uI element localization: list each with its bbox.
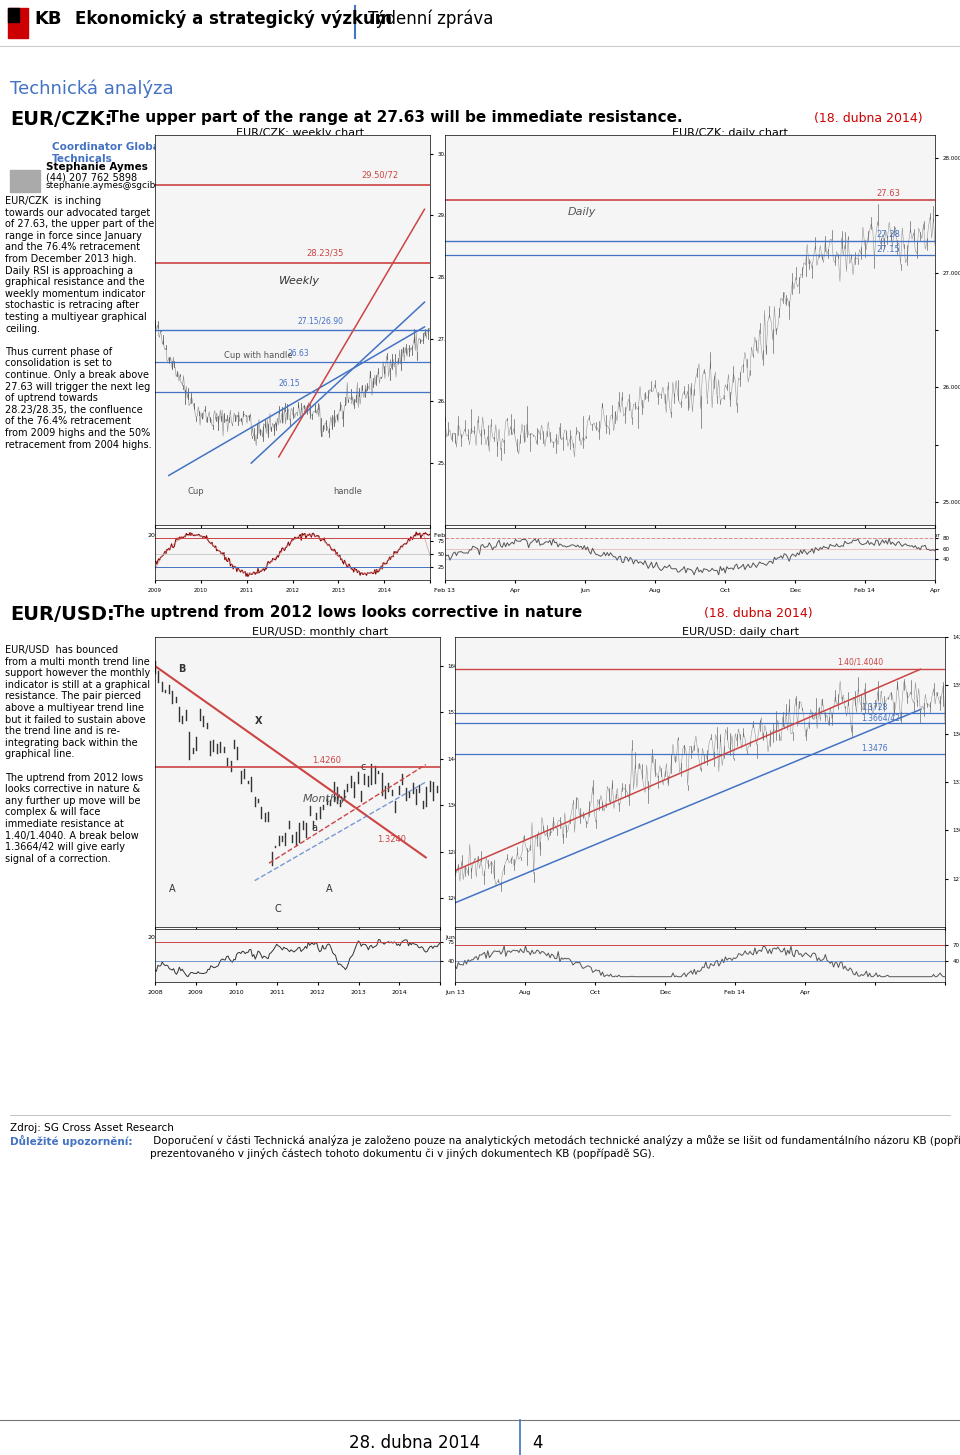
Text: Zdroj: SG Cross Asset Research: Zdroj: SG Cross Asset Research xyxy=(10,1123,174,1133)
Text: Monthly: Monthly xyxy=(303,794,348,805)
Text: Týdenní zpráva: Týdenní zpráva xyxy=(368,10,493,29)
Text: EUR/USD:: EUR/USD: xyxy=(10,605,115,624)
Bar xyxy=(10,170,40,192)
Text: a: a xyxy=(312,824,318,834)
Text: 1.3664/42: 1.3664/42 xyxy=(862,714,900,723)
Bar xyxy=(8,7,19,22)
Text: The uptrend from 2012 lows looks corrective in nature: The uptrend from 2012 lows looks correct… xyxy=(108,605,583,620)
Text: 28.23/35: 28.23/35 xyxy=(306,249,344,258)
Text: 27.15/26.90: 27.15/26.90 xyxy=(298,317,344,326)
Text: EUR/USD: daily chart: EUR/USD: daily chart xyxy=(682,627,799,637)
Text: EUR/CZK: weekly chart: EUR/CZK: weekly chart xyxy=(236,128,364,138)
Text: handle: handle xyxy=(334,487,363,496)
Text: 27.28: 27.28 xyxy=(876,230,900,239)
Text: 1.3476: 1.3476 xyxy=(862,745,888,754)
Text: 1.4260: 1.4260 xyxy=(312,757,341,765)
Text: Technická analýza: Technická analýza xyxy=(10,80,174,99)
Text: EUR/CZK: daily chart: EUR/CZK: daily chart xyxy=(672,128,788,138)
Text: A: A xyxy=(326,885,332,895)
Text: Důležité upozornění:: Důležité upozornění: xyxy=(10,1135,132,1147)
Text: Cup with handle: Cup with handle xyxy=(224,351,293,359)
Text: c: c xyxy=(360,762,366,773)
Bar xyxy=(8,7,28,38)
Text: Daily: Daily xyxy=(567,207,596,217)
Text: Ekonomický a strategický výzkum: Ekonomický a strategický výzkum xyxy=(75,10,392,28)
Text: (18. dubna 2014): (18. dubna 2014) xyxy=(810,112,923,125)
Text: stephanie.aymes@sgcib.com: stephanie.aymes@sgcib.com xyxy=(46,180,179,191)
Text: 28. dubna 2014: 28. dubna 2014 xyxy=(348,1435,480,1452)
Text: Doporučení v části Technická analýza je založeno pouze na analytických metodách : Doporučení v části Technická analýza je … xyxy=(150,1135,960,1158)
Text: Cup: Cup xyxy=(188,487,204,496)
Text: 29.50/72: 29.50/72 xyxy=(361,170,398,179)
Text: A: A xyxy=(169,885,176,895)
Text: C: C xyxy=(275,905,281,915)
Text: B: B xyxy=(178,663,185,674)
Text: 1.3240: 1.3240 xyxy=(377,835,406,844)
Text: EUR/USD: monthly chart: EUR/USD: monthly chart xyxy=(252,627,388,637)
Text: 27.63: 27.63 xyxy=(876,189,900,198)
Text: (18. dubna 2014): (18. dubna 2014) xyxy=(700,607,812,620)
Text: Weekly: Weekly xyxy=(278,275,320,285)
Text: (44) 207 762 5898: (44) 207 762 5898 xyxy=(46,172,137,182)
Text: 1.3728: 1.3728 xyxy=(862,703,888,711)
Text: Coordinator Global
Technicals: Coordinator Global Technicals xyxy=(52,143,163,163)
Text: EUR/USD  has bounced
from a multi month trend line
support however the monthly
i: EUR/USD has bounced from a multi month t… xyxy=(5,645,151,864)
Text: 26.15: 26.15 xyxy=(278,378,300,387)
Text: 27.15: 27.15 xyxy=(876,244,900,255)
Text: 26.63: 26.63 xyxy=(287,349,309,358)
Text: 1.40/1.4040: 1.40/1.4040 xyxy=(837,658,883,666)
Text: EUR/CZK  is inching
towards our advocated target
of 27.63, the upper part of the: EUR/CZK is inching towards our advocated… xyxy=(5,196,155,450)
Text: Stephanie Aymes: Stephanie Aymes xyxy=(46,162,148,172)
Text: EUR/CZK:: EUR/CZK: xyxy=(10,111,112,129)
Text: The upper part of the range at 27.63 will be immediate resistance.: The upper part of the range at 27.63 wil… xyxy=(103,111,683,125)
Text: KB: KB xyxy=(34,10,61,28)
Text: X: X xyxy=(254,716,262,726)
Text: 4: 4 xyxy=(532,1435,542,1452)
